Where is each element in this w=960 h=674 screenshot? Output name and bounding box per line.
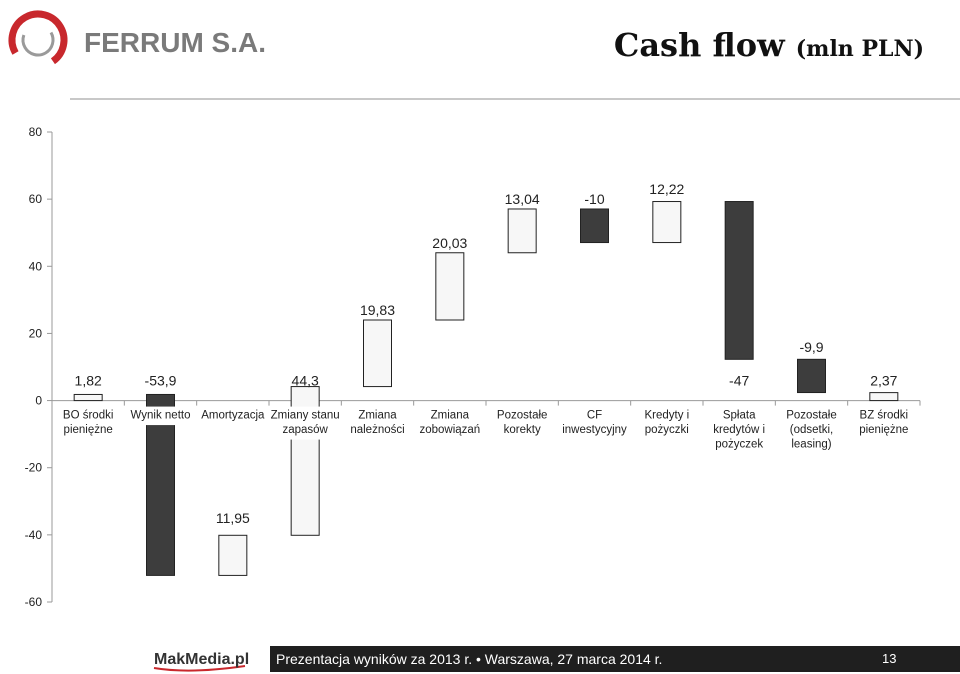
y-tick-label: -40 bbox=[25, 528, 43, 542]
slide-title-main: Cash flow bbox=[613, 26, 785, 64]
category-label-background bbox=[778, 406, 845, 455]
waterfall-bar bbox=[724, 201, 754, 360]
data-label: 11,95 bbox=[216, 510, 250, 526]
y-tick-label: 60 bbox=[29, 192, 43, 206]
category-label: CF inwestycyjny bbox=[562, 410, 627, 437]
category-label-background bbox=[850, 406, 917, 440]
data-label: -53,9 bbox=[145, 372, 177, 388]
category-label: Spłata kredytów i pożyczek bbox=[713, 410, 765, 451]
axis-layer: 80 60 40 20 0 -20 -40 -60 bbox=[25, 125, 921, 609]
data-label: 20,03 bbox=[432, 235, 467, 251]
y-tick-label: 40 bbox=[29, 259, 43, 273]
data-label: -10 bbox=[584, 191, 604, 207]
category-label: BO środki pieniężne bbox=[63, 410, 114, 437]
y-tick-label: -60 bbox=[25, 595, 43, 609]
y-tick-label: 0 bbox=[35, 394, 42, 408]
category-label-background bbox=[706, 406, 773, 455]
data-label: 1,82 bbox=[75, 372, 102, 388]
waterfall-bar bbox=[580, 208, 609, 244]
y-tick-label: 80 bbox=[29, 125, 43, 139]
category-label-background bbox=[416, 406, 483, 440]
category-label: Zmiana zobowiązań bbox=[419, 410, 480, 437]
waterfall-bar bbox=[435, 252, 465, 321]
data-label: 44,3 bbox=[292, 372, 319, 388]
page-number: 13 bbox=[882, 651, 897, 666]
makmedia-logo-text: MakMedia.pl bbox=[154, 651, 249, 668]
data-label: 12,22 bbox=[649, 181, 684, 197]
label-layer: 1,82 -53,9 11,95 44,3 19,83 20,03 13,04 -10 12,2… bbox=[75, 181, 898, 526]
category-label-background bbox=[561, 406, 628, 440]
data-label: -47 bbox=[729, 372, 749, 388]
data-label: 13,04 bbox=[505, 191, 540, 207]
footer-text: Prezentacja wyników za 2013 r. • Warszaw… bbox=[276, 651, 663, 667]
category-label-background bbox=[633, 406, 700, 440]
category-label: Pozostałe korekty bbox=[497, 410, 548, 437]
category-label: Zmiana należności bbox=[350, 410, 404, 437]
category-label-background bbox=[55, 406, 122, 440]
category-label-background bbox=[127, 406, 194, 426]
category-label-background bbox=[199, 406, 266, 426]
waterfall-bar bbox=[797, 358, 826, 394]
ferrum-logo: FERRUM S.A. bbox=[8, 10, 266, 70]
y-tick-label: -20 bbox=[25, 461, 43, 475]
brand-name: FERRUM S.A. bbox=[84, 27, 266, 58]
category-label: Pozostałe (odsetki, leasing) bbox=[786, 410, 837, 451]
waterfall-bar bbox=[652, 201, 682, 244]
waterfall-bar bbox=[363, 319, 392, 388]
waterfall-bar bbox=[73, 393, 103, 402]
data-label: -9,9 bbox=[799, 339, 823, 355]
bar-layer bbox=[73, 201, 899, 576]
category-label: Amortyzacja bbox=[201, 410, 265, 422]
category-label-background bbox=[272, 406, 339, 440]
header-divider bbox=[70, 98, 960, 100]
y-tick-label: 20 bbox=[29, 326, 43, 340]
waterfall-bar bbox=[218, 534, 248, 576]
category-layer: BO środki pieniężne Wynik netto Amortyzacja… bbox=[55, 406, 917, 455]
data-label: 19,83 bbox=[360, 302, 395, 318]
category-label: Wynik netto bbox=[131, 410, 191, 422]
category-label-background bbox=[489, 406, 556, 440]
waterfall-bar bbox=[507, 208, 537, 254]
footer-bar: Prezentacja wyników za 2013 r. • Warszaw… bbox=[270, 646, 960, 672]
category-label: Zmiany stanu zapasów bbox=[271, 410, 340, 437]
data-label: 2,37 bbox=[870, 372, 897, 388]
category-label: BZ środki pieniężne bbox=[859, 410, 908, 437]
category-label: Kredyty i pożyczki bbox=[644, 410, 689, 437]
slide-title: Cash flow (mln PLN) bbox=[614, 26, 924, 64]
makmedia-logo: MakMedia.pl bbox=[153, 651, 249, 672]
slide-title-unit: (mln PLN) bbox=[795, 36, 924, 62]
category-label-background bbox=[344, 406, 411, 440]
cash-flow-waterfall-chart: 80 60 40 20 0 -20 -40 -60 1,82 -53,9 11,95 44,3 19,… bbox=[25, 125, 921, 609]
waterfall-bar bbox=[869, 392, 899, 402]
footer: MakMedia.pl Prezentacja wyników za 2013 … bbox=[0, 644, 960, 674]
